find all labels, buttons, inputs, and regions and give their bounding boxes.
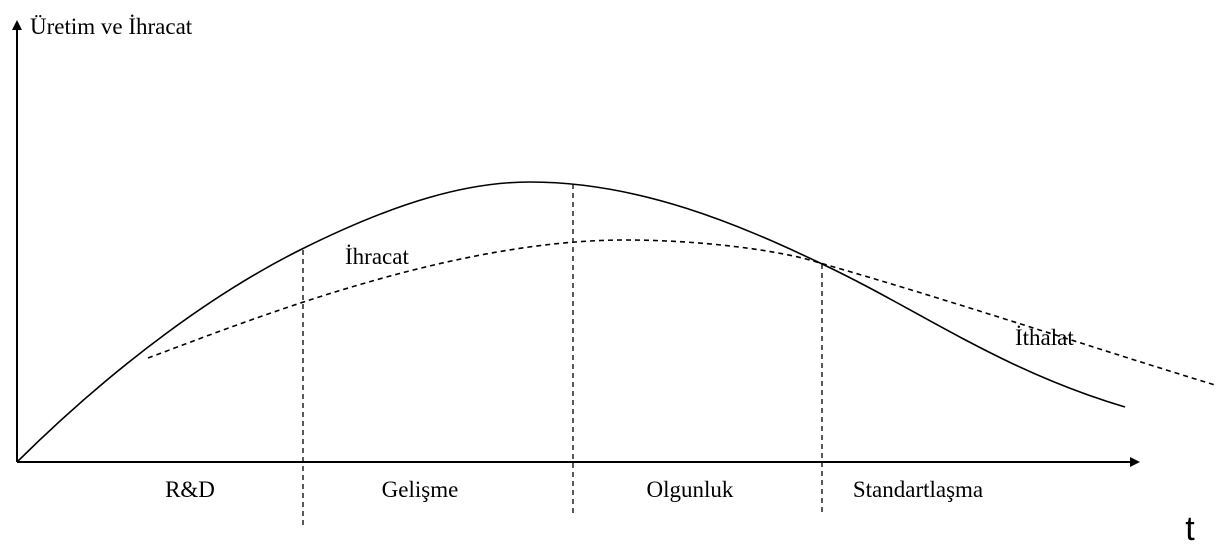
phase-label: Gelişme [382,477,459,502]
phase-label: Olgunluk [647,477,734,502]
x-axis-label: t [1185,510,1195,548]
production-curve [16,181,1126,463]
y-axis-label: Üretim ve İhracat [30,14,193,39]
curve-label: İthalat [1015,325,1074,350]
phase-label: Standartlaşma [853,477,983,502]
consumption-curve [147,239,1216,386]
curve-label: İhracat [345,244,409,269]
phase-label: R&D [165,477,215,502]
